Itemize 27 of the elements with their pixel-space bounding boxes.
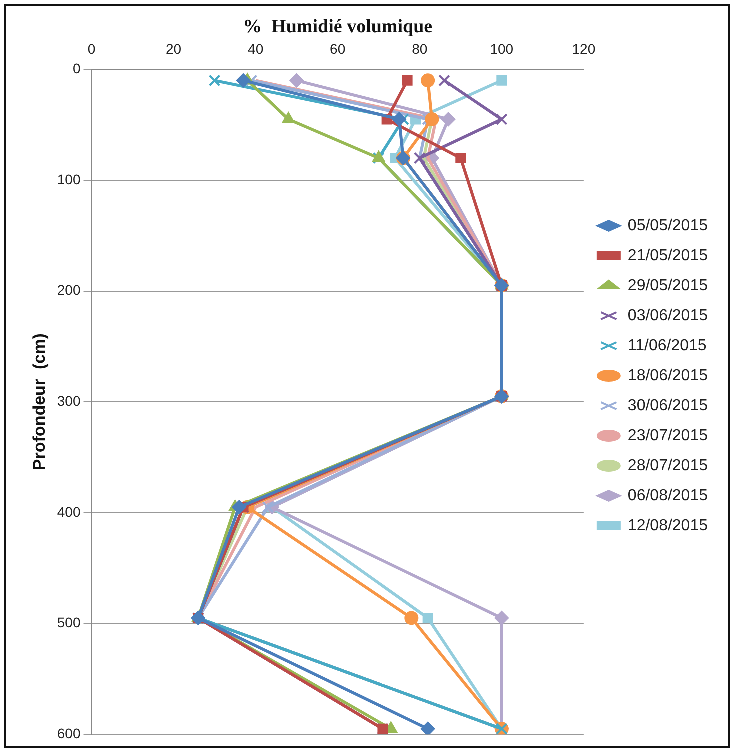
y-tick-label: 500: [57, 614, 81, 631]
legend-label: 23/07/2015: [628, 427, 708, 444]
legend-label: 12/08/2015: [628, 517, 708, 534]
legend-label: 28/07/2015: [628, 457, 708, 474]
legend-label: 29/05/2015: [628, 277, 708, 294]
x-tick-label: 0: [88, 41, 96, 58]
x-tick-label: 120: [572, 41, 596, 58]
x-axis-title: % Humidié volumique: [243, 16, 433, 38]
y-tick-label: 600: [57, 725, 81, 742]
legend-label: 06/08/2015: [628, 487, 708, 504]
x-tick-label: 80: [412, 41, 428, 58]
y-tick-label: 400: [57, 504, 81, 520]
legend-label: 30/06/2015: [628, 397, 708, 414]
legend-label: 18/06/2015: [628, 367, 708, 384]
legend-label: 05/05/2015: [628, 217, 708, 234]
y-tick-label: 0: [72, 60, 81, 76]
x-tick-label: 100: [490, 41, 514, 58]
y-axis-title: Profondeur (cm): [30, 334, 49, 471]
x-tick-label: 60: [330, 41, 346, 58]
x-tick-label: 40: [248, 41, 264, 58]
legend-label: 11/06/2015: [628, 337, 707, 354]
legend-label: 03/06/2015: [628, 307, 708, 324]
legend-label: 21/05/2015: [628, 247, 708, 264]
y-tick-label: 300: [57, 392, 81, 409]
x-tick-label: 20: [166, 41, 182, 58]
y-tick-label: 100: [57, 171, 81, 188]
y-tick-label: 200: [57, 282, 81, 298]
